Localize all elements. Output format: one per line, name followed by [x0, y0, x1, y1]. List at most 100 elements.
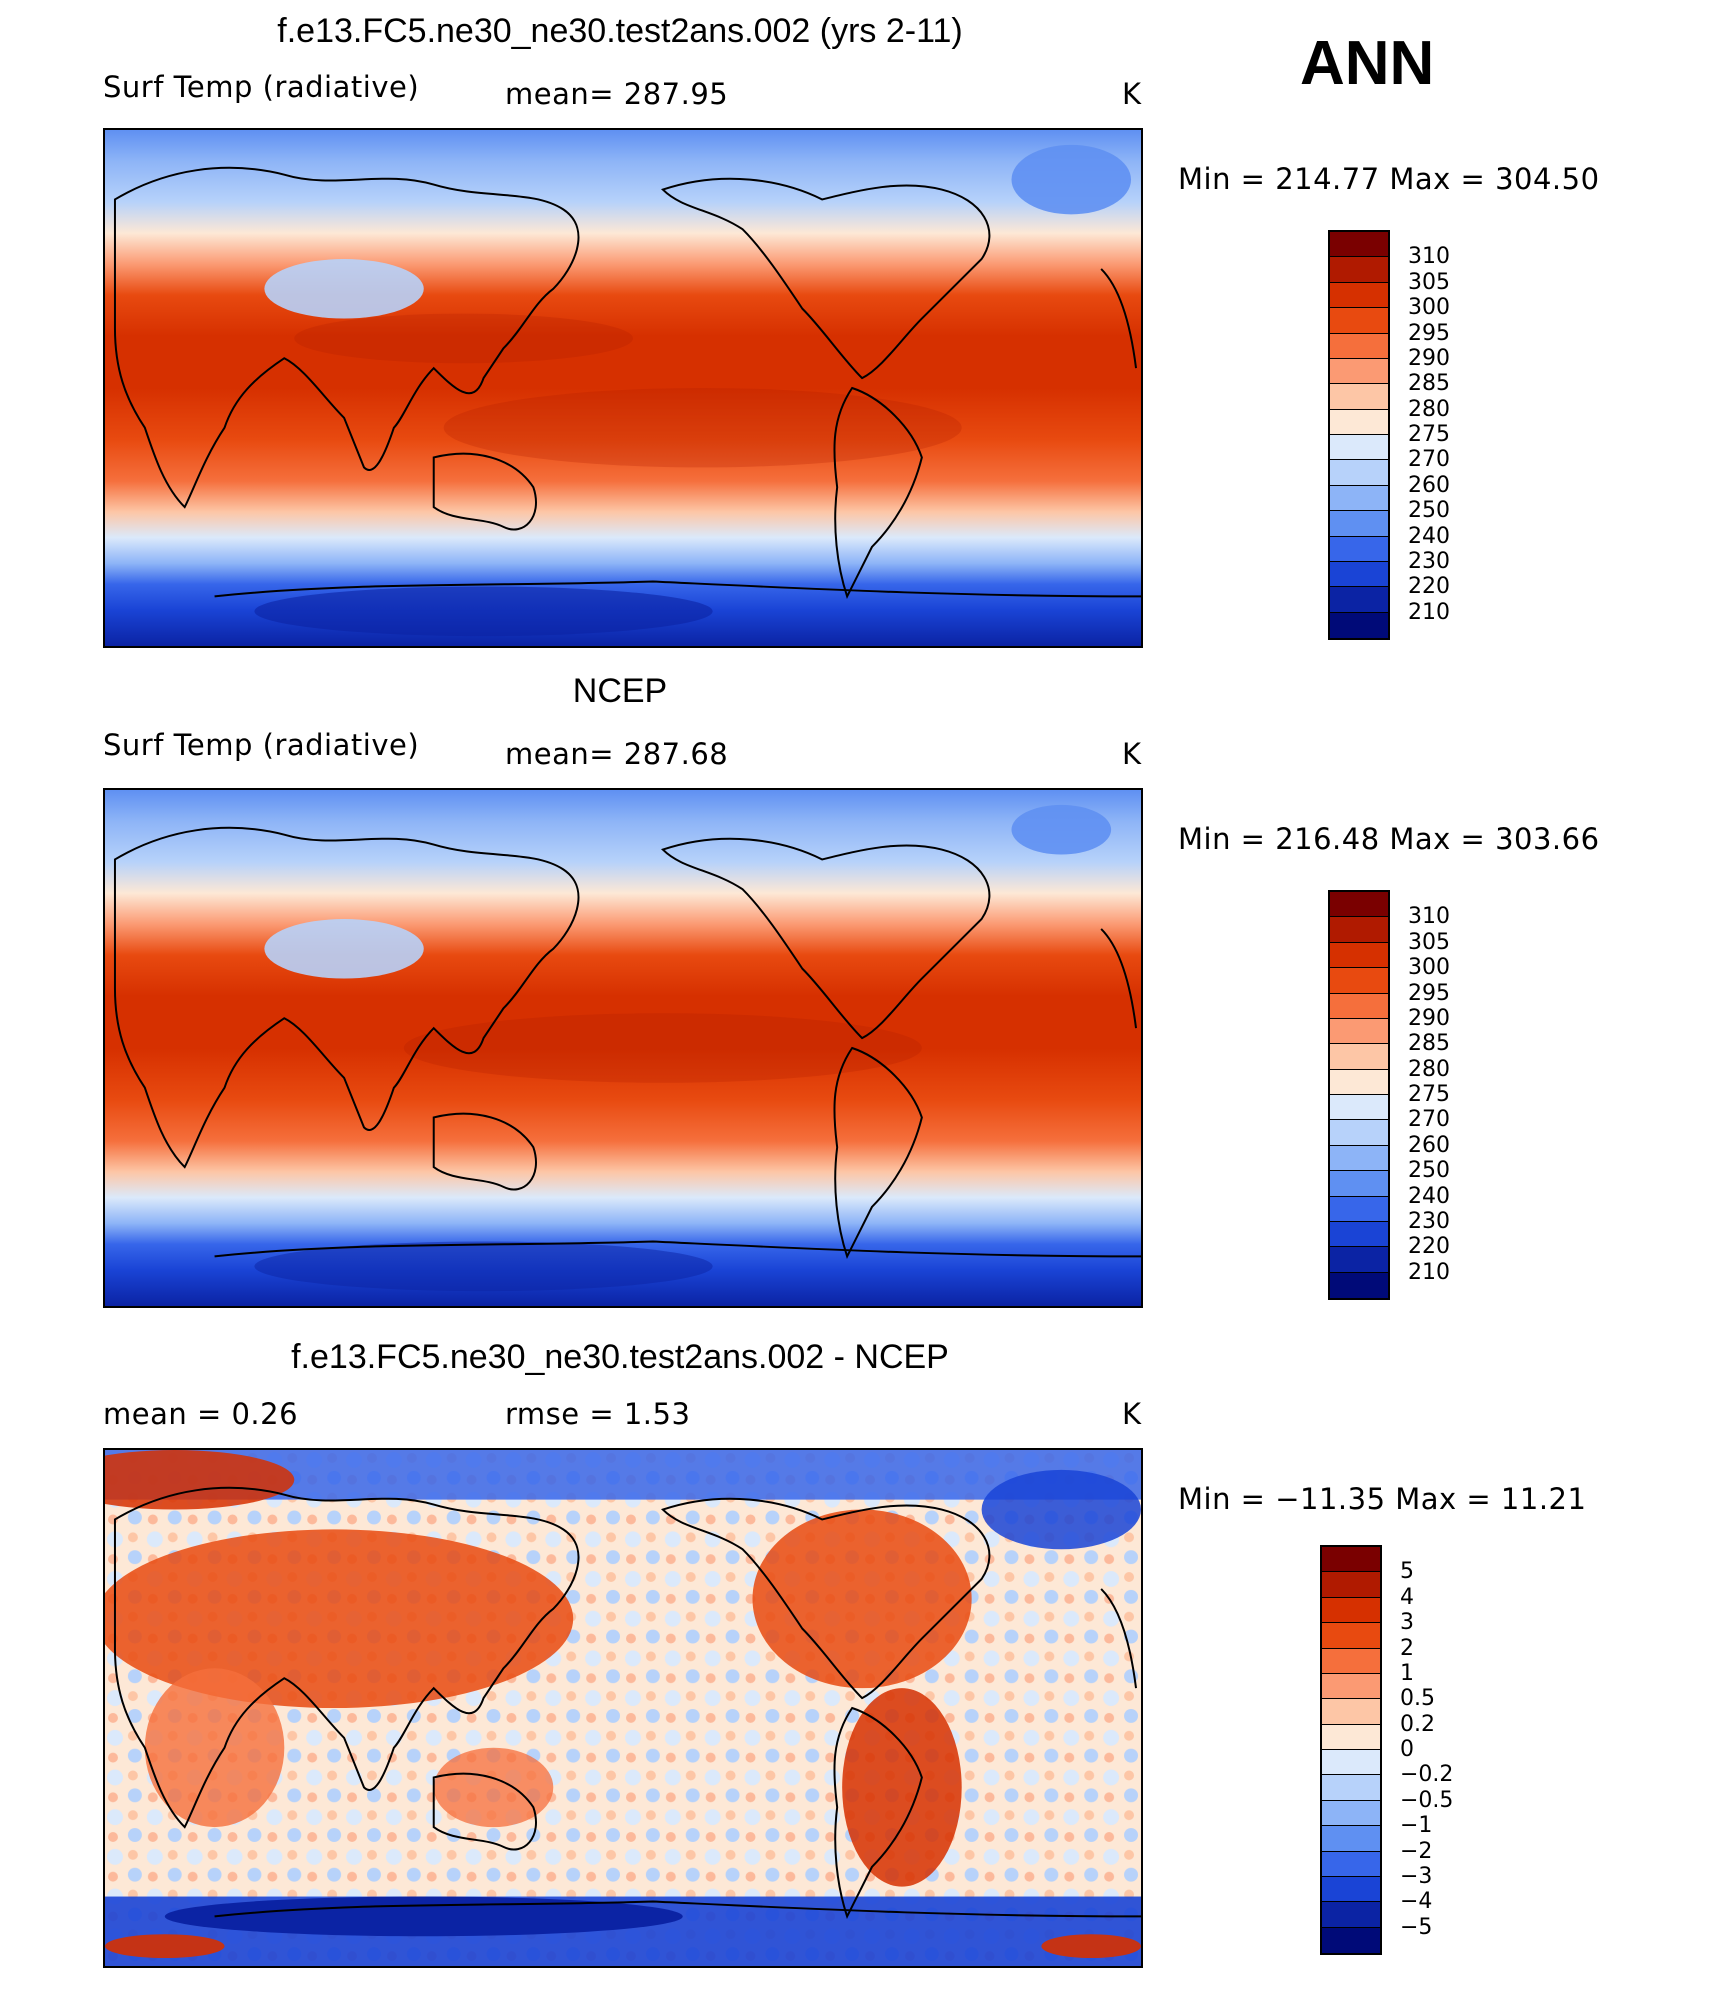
temperature-field — [105, 790, 1141, 1306]
colorbar-tick-label: 2 — [1400, 1635, 1414, 1661]
colorbar-swatch — [1330, 1272, 1388, 1298]
colorbar-tick-label: 240 — [1408, 1183, 1450, 1209]
colorbar-tick-label: 0.2 — [1400, 1711, 1435, 1737]
map-model-surface-temperature — [103, 128, 1143, 648]
colorbar-tick-label: 0.5 — [1400, 1686, 1435, 1712]
colorbar-swatch — [1322, 1750, 1380, 1776]
colorbar-tick-label: −2 — [1400, 1838, 1433, 1864]
coastlines — [113, 166, 1141, 599]
colorbar-tick-label: 275 — [1408, 422, 1450, 447]
colorbar-tick-label: 280 — [1408, 1056, 1450, 1082]
panel-units-diff: K — [1122, 1397, 1142, 1431]
colorbar-swatch — [1322, 1902, 1380, 1928]
colorbar-swatch — [1322, 1572, 1380, 1598]
colorbar-swatch — [1330, 1221, 1388, 1248]
colorbar-tick-label: 275 — [1408, 1082, 1450, 1107]
panel-units-model: K — [1122, 77, 1142, 111]
colorbar-swatch — [1330, 1120, 1388, 1146]
colorbar-swatch — [1330, 1044, 1388, 1070]
colorbar-swatch — [1330, 917, 1388, 943]
panel-mean-model: mean= 287.95 — [505, 77, 729, 111]
colorbar-swatch — [1322, 1724, 1380, 1750]
colorbar-swatch — [1322, 1826, 1380, 1852]
colorbar-swatch — [1330, 536, 1388, 562]
colorbar-swatch — [1330, 892, 1388, 918]
panel-variable-model: Surf Temp (radiative) — [103, 70, 420, 104]
panel-title-model: f.e13.FC5.ne30_ne30.test2ans.002 (yrs 2-… — [277, 12, 963, 50]
colorbar-tick-label: 0 — [1400, 1737, 1414, 1762]
colorbar-swatch — [1330, 282, 1388, 309]
colorbar-tick-label: 285 — [1408, 371, 1450, 397]
map-obs-surface-temperature — [103, 788, 1143, 1308]
colorbar-tick-label: 240 — [1408, 523, 1450, 549]
season-label: ANN — [1300, 29, 1435, 98]
colorbar-swatch — [1330, 460, 1388, 486]
panel-minmax-obs: Min = 216.48 Max = 303.66 — [1178, 822, 1600, 856]
colorbar-tick-label: 4 — [1400, 1584, 1414, 1610]
panel-rmse-diff: rmse = 1.53 — [505, 1397, 691, 1431]
panel-variable-obs: Surf Temp (radiative) — [103, 728, 420, 762]
colorbar-swatch — [1322, 1699, 1380, 1725]
colorbar-tick-label: 250 — [1408, 498, 1450, 524]
colorbar-tick-label: 270 — [1408, 447, 1450, 473]
colorbar-swatch — [1330, 1069, 1388, 1095]
colorbar-tick-label: 290 — [1408, 1005, 1450, 1031]
temperature-field — [105, 130, 1141, 646]
colorbar-tick-label: 1 — [1400, 1660, 1414, 1686]
panel-mean-diff: mean = 0.26 — [103, 1397, 299, 1431]
colorbar-swatch — [1330, 333, 1388, 359]
colorbar-tick-label: −1 — [1400, 1813, 1433, 1839]
colorbar-tick-label: 260 — [1408, 472, 1450, 498]
colorbar-swatch — [1330, 587, 1388, 613]
colorbar-tick-label: 220 — [1408, 574, 1450, 600]
colorbar-tick-label: 5 — [1400, 1559, 1414, 1585]
colorbar-tick-label: 210 — [1408, 599, 1450, 625]
colorbar-swatch — [1330, 384, 1388, 410]
panel-title-obs: NCEP — [572, 672, 668, 710]
colorbar-tick-label: −0.2 — [1400, 1762, 1454, 1788]
colorbar-tick-label: −3 — [1400, 1863, 1433, 1889]
colorbar-swatch — [1322, 1876, 1380, 1903]
colorbar-difference — [1320, 1545, 1382, 1955]
colorbar-tick-label: 250 — [1408, 1158, 1450, 1184]
colorbar-tick-label: 305 — [1408, 269, 1450, 295]
colorbar-tick-label: 220 — [1408, 1234, 1450, 1260]
panel-units-obs: K — [1122, 737, 1142, 771]
colorbar-tick-label: 210 — [1408, 1259, 1450, 1285]
colorbar-tick-label: 290 — [1408, 345, 1450, 371]
colorbar-swatch — [1330, 1018, 1388, 1045]
colorbar-tick-label: 295 — [1408, 320, 1450, 346]
colorbar-tick-label: −5 — [1400, 1914, 1433, 1940]
colorbar-swatch — [1330, 485, 1388, 512]
colorbar-swatch — [1330, 409, 1388, 435]
colorbar-swatch — [1330, 1171, 1388, 1197]
colorbar-swatch — [1322, 1800, 1380, 1827]
colorbar-swatch — [1330, 968, 1388, 994]
colorbar-swatch — [1322, 1547, 1380, 1573]
colorbar-swatch — [1322, 1623, 1380, 1649]
colorbar-swatch — [1330, 1095, 1388, 1121]
colorbar-swatch — [1330, 1196, 1388, 1222]
colorbar-tick-label: −4 — [1400, 1889, 1433, 1915]
colorbar-swatch — [1330, 942, 1388, 969]
colorbar-tick-label: 305 — [1408, 929, 1450, 955]
colorbar-tick-label: 300 — [1408, 955, 1450, 981]
colorbar-swatch — [1330, 612, 1388, 638]
coastlines — [113, 826, 1141, 1259]
panel-minmax-diff: Min = −11.35 Max = 11.21 — [1178, 1482, 1587, 1516]
colorbar-swatch — [1330, 358, 1388, 385]
colorbar-swatch — [1330, 1247, 1388, 1273]
colorbar-tick-label: 310 — [1408, 904, 1450, 930]
colorbar-swatch — [1322, 1927, 1380, 1953]
colorbar-tick-label: 230 — [1408, 1208, 1450, 1234]
colorbar-swatch — [1322, 1597, 1380, 1624]
colorbar-absolute-model — [1328, 230, 1390, 640]
colorbar-absolute-obs — [1328, 890, 1390, 1300]
colorbar-swatch — [1330, 257, 1388, 283]
panel-title-diff: f.e13.FC5.ne30_ne30.test2ans.002 - NCEP — [291, 1338, 949, 1376]
colorbar-tick-label: 270 — [1408, 1107, 1450, 1133]
colorbar-tick-label: 260 — [1408, 1132, 1450, 1158]
colorbar-swatch — [1330, 435, 1388, 461]
coastlines — [113, 1486, 1141, 1919]
colorbar-swatch — [1330, 1145, 1388, 1172]
